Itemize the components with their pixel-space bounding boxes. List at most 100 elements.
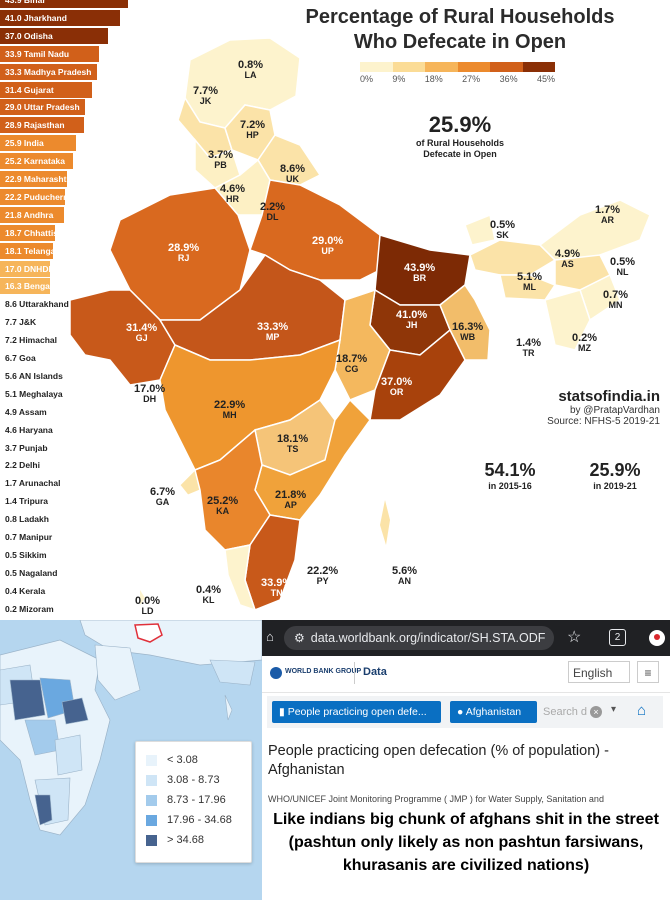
ranking-row: 0.5 Nagaland [5,567,58,578]
state-label-nl: 0.5% NL [610,256,636,278]
scale-tick-label: 18% [424,74,443,84]
scale-swatch [522,62,555,72]
region-mz [544,289,591,351]
profile-avatar-icon[interactable] [649,630,665,646]
legend-swatch [146,814,157,826]
scale-tick-label: 27% [462,74,481,84]
ranking-row: 0.7 Manipur [5,532,53,542]
scale-swatch [392,62,425,72]
scale-swatch [457,62,490,72]
compare-2015: 54.1% in 2015-16 [470,460,550,491]
state-label-la: 0.8% LA [238,59,264,81]
ranking-row: 16.3 Bengal [0,278,52,295]
state-label-sk: 0.5% SK [490,219,516,241]
language-select[interactable]: English [568,661,630,683]
region-kl [224,544,257,612]
compare-2019: 25.9% in 2019-21 [575,460,655,491]
scale-swatch [360,62,393,72]
ranking-row: 0.8 Ladakh [5,514,49,525]
caption-text: Like indians big chunk of afghans shit i… [273,811,659,874]
legend-row[interactable]: 17.96 - 34.68 [136,810,251,830]
state-label-mn: 0.7% MN [603,289,629,311]
legend-label: 8.73 - 17.96 [167,794,226,806]
state-label-dh: 17.0% DH [134,383,166,405]
state-label-cg: 18.7% CG [336,353,368,375]
state-label-br: 43.9% BR [404,262,436,284]
source-line[interactable]: WHO/UNICEF Joint Monitoring Programme ( … [268,794,604,804]
legend-row[interactable]: 8.73 - 17.96 [136,790,251,810]
clear-icon[interactable]: × [590,706,602,718]
state-label-tn: 33.9% TN [261,577,293,599]
indicator-chip[interactable]: ▮ People practicing open defe... [272,701,441,723]
title-line-1: Percentage of Rural Households [305,6,615,28]
ranking-row: 29.0 Uttar Pradesh [0,99,85,116]
legend-swatch [146,754,157,766]
ranking-row: 3.7 Punjab [5,442,48,453]
state-label-hr: 4.6% HR [220,183,246,205]
indicator-heading: People practicing open defecation (% of … [268,743,609,778]
ranking-row: 25.9 India [0,135,76,152]
compare-2015-label: in 2015-16 [488,481,532,491]
state-label-jk: 7.7% JK [193,85,219,107]
region-ml [499,274,557,301]
home-icon[interactable]: ⌂ [266,629,274,644]
ranking-row: 2.2 Delhi [5,460,40,471]
world-map-shapes [0,620,262,836]
legend-row[interactable]: < 3.08 [136,750,251,770]
data-section-link[interactable]: Data [363,666,387,678]
state-label-wb: 16.3% WB [452,321,484,343]
ranking-row: 33.3 Madhya Pradesh [0,63,98,80]
africa-high-region [9,679,46,721]
ranking-row: 31.4 Gujarat [0,81,92,98]
ranking-row: 25.2 Karnataka [0,153,74,170]
ranking-row: 41.0 Jharkhand [0,9,120,26]
header-divider [354,662,355,684]
national-figure: 25.9% of Rural Households Defecate in Op… [400,112,520,160]
ranking-row: 18.1 Telangana [0,242,65,259]
ranking-row: 8.6 Uttarakhand [5,299,69,310]
worldbank-brand[interactable]: WORLD BANK GROUP [285,668,362,675]
ranking-row: 7.2 Himachal [5,335,57,346]
national-caption-1: of Rural Households [415,138,504,148]
ranking-row: 0.2 Mizoram [5,603,54,614]
country-chip[interactable]: ● Afghanistan [450,701,537,723]
url-text: data.worldbank.org/indicator/SH.STA.ODF [310,631,546,645]
state-label-ka: 25.2% KA [207,495,239,517]
ranking-row: 37.0 Odisha [0,27,108,44]
ranking-row: 1.4 Tripura [5,496,48,507]
state-label-or: 37.0% OR [381,376,413,398]
scale-tick-label: 9% [392,74,406,84]
search-input[interactable]: Search d [543,706,588,718]
location-pin-icon: ● [457,706,466,718]
credit-site: statsofindia.in [558,388,660,405]
map-legend: < 3.08 3.08 - 8.73 8.73 - 17.96 17.96 - 34.… [135,741,252,863]
state-label-pb: 3.7% PB [208,149,234,171]
ranking-row: 5.6 AN Islands [5,370,63,381]
state-label-uk: 8.6% UK [280,163,306,185]
menu-icon[interactable]: ≡ [637,661,659,683]
credit-block: statsofindia.in by @PratapVardhan Source… [530,388,660,427]
region-ld [140,590,145,605]
state-label-rj: 28.9% RJ [168,242,200,264]
meme-caption: Like indians big chunk of afghans shit i… [262,808,670,900]
home-button-icon[interactable]: ⌂ [637,702,647,719]
state-label-kl: 0.4% KL [196,584,222,606]
legend-row[interactable]: > 34.68 [136,830,251,850]
dropdown-caret-icon[interactable]: ▾ [611,704,617,715]
scale-swatch [425,62,458,72]
state-label-hp: 7.2% HP [240,119,266,141]
site-info-icon[interactable]: ⚙ [294,631,305,645]
legend-row[interactable]: 3.08 - 8.73 [136,770,251,790]
state-label-ar: 1.7% AR [595,204,621,226]
scale-labels: 0% 9% 18% 27% 36% 45% [360,74,555,84]
state-label-as: 4.9% AS [555,248,581,270]
legend-swatch [146,774,157,786]
ranking-row: 43.9 Bihar [0,0,128,8]
tab-count[interactable]: 2 [609,629,626,646]
state-label-py: 22.2% PY [307,565,339,587]
bookmark-star-icon[interactable]: ☆ [567,629,582,646]
region-sk [464,213,496,246]
address-bar[interactable]: ⚙ data.worldbank.org/indicator/SH.STA.ODF [284,626,554,650]
legend-swatch [146,834,157,846]
world-map[interactable]: < 3.08 3.08 - 8.73 8.73 - 17.96 17.96 - 34.… [0,620,262,900]
